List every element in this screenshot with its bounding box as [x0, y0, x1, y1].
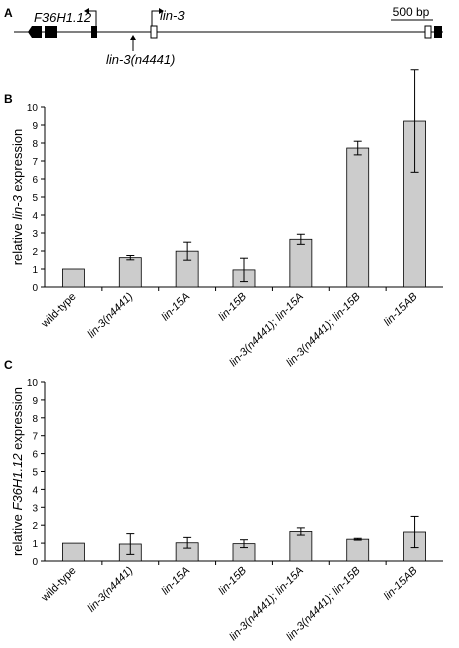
gene-name-lin3: lin-3	[160, 8, 185, 23]
x-tick-label: lin-15AB	[382, 291, 420, 329]
y-tick-label: 0	[32, 557, 38, 568]
x-tick-label: lin-15AB	[382, 565, 420, 603]
allele-label: lin-3(n4441)	[106, 52, 175, 67]
bar	[346, 147, 370, 288]
x-tick-label: lin-15B	[216, 565, 249, 598]
panel-label: C	[4, 358, 13, 372]
y-tick-label: 0	[32, 283, 38, 294]
y-tick-label: 2	[32, 247, 38, 258]
y-tick-label: 10	[27, 103, 39, 114]
y-tick-label: 8	[32, 139, 38, 150]
tss-arrowhead-left	[84, 8, 89, 14]
x-tick-label: lin-15A	[160, 565, 193, 598]
x-tick-label: lin-3(n4441)	[85, 564, 135, 614]
y-tick-label: 1	[32, 265, 38, 276]
y-tick-label: 7	[32, 432, 38, 443]
y-axis-label: relative lin-3 expression	[10, 129, 25, 266]
x-tick-label: lin-15A	[160, 291, 193, 324]
y-tick-label: 2	[32, 521, 38, 532]
y-tick-label: 6	[32, 175, 38, 186]
y-tick-label: 3	[32, 503, 38, 514]
exon-right	[434, 26, 442, 38]
y-tick-label: 10	[27, 378, 39, 389]
tss-arrow-lin3	[151, 10, 162, 26]
y-axis-label: relative F36H1.12 expression	[10, 387, 25, 556]
allele-arrowhead	[130, 35, 136, 40]
y-tick-label: 1	[32, 539, 38, 550]
tss-arrowhead-right	[159, 8, 164, 14]
y-tick-label: 9	[32, 121, 38, 132]
bar	[118, 257, 142, 288]
y-tick-label: 6	[32, 450, 38, 461]
y-tick-label: 4	[32, 211, 38, 222]
bar	[62, 542, 85, 562]
y-tick-label: 9	[32, 396, 38, 407]
y-tick-label: 5	[32, 468, 38, 479]
exon-left-3	[91, 26, 97, 38]
exon-lin3-utr	[150, 25, 158, 39]
tss-arrow-f36h1-12	[86, 10, 97, 26]
gene-name-f36h1-12: F36H1.12	[34, 10, 92, 25]
exon-right-utr	[424, 25, 432, 39]
panel-a-label: A	[4, 6, 13, 20]
panel-label: B	[4, 92, 13, 106]
bar	[346, 538, 370, 562]
bar	[289, 531, 313, 562]
scale-bar-label: 500 bp	[393, 5, 430, 19]
exon-left-arrowhead	[28, 26, 42, 38]
bar	[62, 268, 85, 288]
y-tick-label: 5	[32, 193, 38, 204]
bar	[289, 238, 313, 288]
x-tick-label: wild-type	[39, 291, 79, 331]
y-tick-label: 4	[32, 485, 38, 496]
y-tick-label: 7	[32, 157, 38, 168]
y-tick-label: 8	[32, 414, 38, 425]
gene-diagram: A F36H1.12 lin-3 lin-3(n4441) 500 bp	[4, 5, 443, 67]
x-tick-label: lin-15B	[216, 291, 249, 324]
x-tick-label: lin-3(n4441)	[85, 290, 135, 340]
y-tick-label: 3	[32, 229, 38, 240]
exon-left-2	[45, 26, 57, 38]
x-tick-label: wild-type	[39, 565, 79, 605]
